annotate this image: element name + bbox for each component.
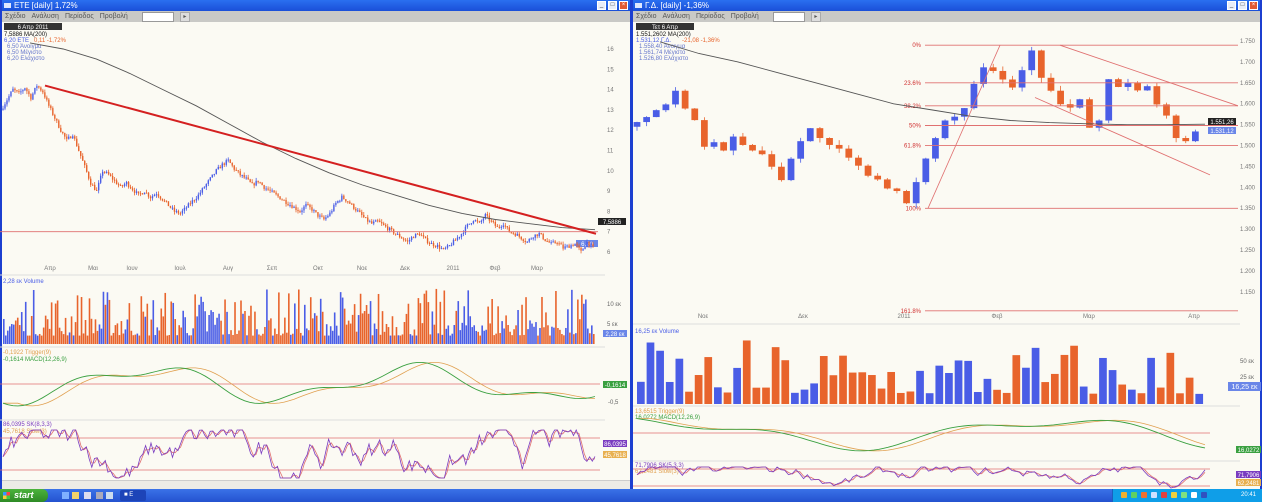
go-button[interactable]: ▸ [179,11,190,22]
menu-period[interactable]: Περίοδος [64,13,94,20]
tray-icon[interactable] [1121,492,1127,498]
menu-period[interactable]: Περίοδος [695,13,725,20]
left-title-bar[interactable]: ΕΤΕ [daily] 1,72% _ □ × [2,0,630,11]
tray-icon[interactable] [1171,492,1177,498]
right-menu-bar: Σχέδιο Ανάλυση Περίοδος Προβολή ▸ [633,11,1260,22]
close-button[interactable]: × [1249,1,1258,10]
left-chart-window: ΕΤΕ [daily] 1,72% _ □ × Σχέδιο Ανάλυση Π… [0,0,632,489]
menu-draw[interactable]: Σχέδιο [5,13,26,20]
app-shortcut-icon[interactable] [106,492,113,499]
tray-icon[interactable] [1161,492,1167,498]
taskbar-task[interactable]: ■ Ε [120,490,146,501]
symbol-input[interactable] [772,11,805,22]
tray-icon[interactable] [1141,492,1147,498]
menu-analysis[interactable]: Ανάλυση [31,13,59,20]
left-menu-bar: Σχέδιο Ανάλυση Περίοδος Προβολή ▸ [2,11,630,22]
window-title: Γ.Δ. [daily] -1,36% [645,1,710,10]
maximize-button[interactable]: □ [608,1,617,10]
close-button[interactable]: × [619,1,628,10]
window-title: ΕΤΕ [daily] 1,72% [14,1,78,10]
app-shortcut-icon[interactable] [96,492,103,499]
right-chart-window: Γ.Δ. [daily] -1,36% _ □ × Σχέδιο Ανάλυση… [631,0,1262,489]
minimize-button[interactable]: _ [1227,1,1236,10]
go-button[interactable]: ▸ [810,11,821,22]
tray-icon[interactable] [1201,492,1207,498]
maximize-button[interactable]: □ [1238,1,1247,10]
system-tray: 20:41 [1112,489,1262,502]
menu-analysis[interactable]: Ανάλυση [662,13,690,20]
taskbar: start ■ Ε 20:41 [0,489,1262,502]
symbol-input[interactable] [141,11,174,22]
left-horizontal-scrollbar[interactable] [2,480,630,489]
app-icon [4,3,11,8]
folder-icon[interactable] [72,492,79,499]
start-button[interactable]: start [0,489,48,502]
tray-icon[interactable] [1181,492,1187,498]
menu-draw[interactable]: Σχέδιο [636,13,657,20]
clock: 20:41 [1240,492,1256,498]
menu-view[interactable]: Προβολή [99,13,128,20]
minimize-button[interactable]: _ [597,1,606,10]
menu-view[interactable]: Προβολή [730,13,759,20]
tray-icon[interactable] [1151,492,1157,498]
tray-icon[interactable] [1191,492,1197,498]
app-shortcut-icon[interactable] [84,492,91,499]
tray-icon[interactable] [1131,492,1137,498]
app-icon [635,3,642,8]
right-title-bar[interactable]: Γ.Δ. [daily] -1,36% _ □ × [633,0,1260,11]
windows-flag-icon [3,492,10,499]
browser-icon[interactable] [62,492,69,499]
start-label: start [14,490,34,500]
